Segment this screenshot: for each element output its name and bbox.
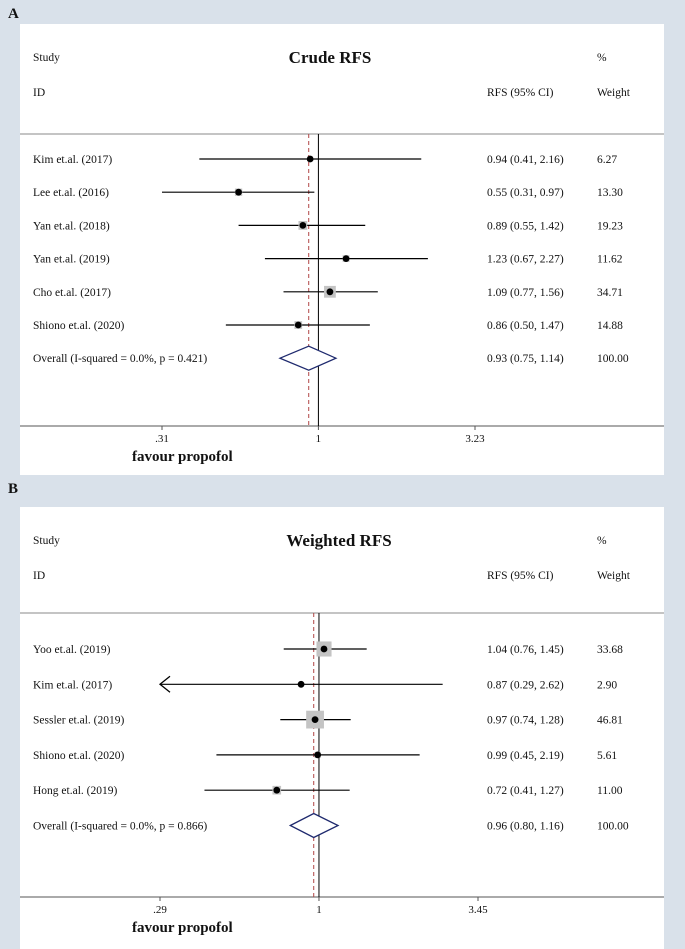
weight-text: 11.00 <box>597 785 623 797</box>
weight-text: 46.81 <box>597 715 623 727</box>
study-label: Shiono et.al. (2020) <box>33 750 125 762</box>
weight-text: 34.71 <box>597 287 623 299</box>
point-estimate <box>294 321 302 329</box>
overall-label: Overall (I-squared = 0.0%, p = 0.421) <box>33 353 207 365</box>
x-tick-label: 3.45 <box>468 904 488 916</box>
study-label: Kim et.al. (2017) <box>33 154 112 166</box>
panel-a-letter: A <box>8 6 19 22</box>
study-label: Cho et.al. (2017) <box>33 287 111 299</box>
weight-text: 2.90 <box>597 679 617 691</box>
ci-text: 1.23 (0.67, 2.27) <box>487 254 564 266</box>
study-label: Kim et.al. (2017) <box>33 679 112 691</box>
overall-ci-text: 0.96 (0.80, 1.16) <box>487 821 564 833</box>
point-estimate <box>299 222 307 229</box>
weight-text: 19.23 <box>597 220 623 232</box>
weight-text: 6.27 <box>597 154 617 166</box>
plot-area-b <box>20 507 664 949</box>
overall-weight-text: 100.00 <box>597 353 629 365</box>
chart-title: Crude RFS <box>289 48 372 67</box>
header-id: ID <box>33 570 45 582</box>
x-tick-label: 1 <box>316 904 322 916</box>
x-tick-label: 3.23 <box>465 433 485 445</box>
ci-text: 0.86 (0.50, 1.47) <box>487 320 564 332</box>
ci-text: 0.99 (0.45, 2.19) <box>487 750 564 762</box>
plot-area-a <box>20 24 664 475</box>
study-label: Lee et.al. (2016) <box>33 187 109 199</box>
overall-label: Overall (I-squared = 0.0%, p = 0.866) <box>33 821 207 833</box>
study-label: Sessler et.al. (2019) <box>33 715 125 727</box>
study-label: Shiono et.al. (2020) <box>33 320 125 332</box>
ci-text: 0.72 (0.41, 1.27) <box>487 785 564 797</box>
header-percent: % <box>597 535 607 547</box>
overall-diamond <box>288 812 340 839</box>
ci-text: 0.55 (0.31, 0.97) <box>487 187 564 199</box>
ci-text: 0.97 (0.74, 1.28) <box>487 715 564 727</box>
weight-text: 11.62 <box>597 254 623 266</box>
ci-text: 1.09 (0.77, 1.56) <box>487 287 564 299</box>
x-tick-label: 1 <box>316 433 322 445</box>
header-study: Study <box>33 52 60 64</box>
point-estimate <box>320 645 328 653</box>
overall-ci-text: 0.93 (0.75, 1.14) <box>487 353 564 365</box>
panel-b-letter: B <box>8 481 19 497</box>
chart-title: Weighted RFS <box>286 531 391 550</box>
point-estimate <box>311 716 319 723</box>
ci-text: 0.89 (0.55, 1.42) <box>487 220 564 232</box>
header-estimate: RFS (95% CI) <box>487 570 554 582</box>
header-percent: % <box>597 52 607 64</box>
point-estimate <box>314 751 322 759</box>
header-study: Study <box>33 535 60 547</box>
header-id: ID <box>33 87 45 99</box>
favour-label: favour propofol <box>132 920 233 936</box>
weight-text: 33.68 <box>597 644 623 656</box>
weight-text: 5.61 <box>597 750 617 762</box>
point-estimate <box>235 188 242 196</box>
study-label: Yan et.al. (2018) <box>33 220 110 232</box>
weight-text: 14.88 <box>597 320 623 332</box>
header-estimate: RFS (95% CI) <box>487 87 554 99</box>
point-estimate <box>306 155 314 163</box>
weight-text: 13.30 <box>597 187 623 199</box>
study-label: Yoo et.al. (2019) <box>33 644 111 656</box>
study-label: Yan et.al. (2019) <box>33 254 110 266</box>
point-estimate <box>297 680 305 688</box>
study-label: Hong et.al. (2019) <box>33 785 117 797</box>
x-tick-label: .29 <box>153 904 167 916</box>
forest-plot-a: Study ID Crude RFS % RFS (95% CI) Weight Kim e… <box>20 24 664 475</box>
favour-label: favour propofol <box>132 449 233 465</box>
ci-text: 1.04 (0.76, 1.45) <box>487 644 564 656</box>
x-tick-label: .31 <box>155 433 169 445</box>
overall-diamond <box>278 345 338 371</box>
overall-weight-text: 100.00 <box>597 821 629 833</box>
header-weight: Weight <box>597 570 631 582</box>
header-weight: Weight <box>597 87 631 99</box>
point-estimate <box>326 288 334 296</box>
point-estimate <box>273 786 281 794</box>
ci-text: 0.94 (0.41, 2.16) <box>487 154 564 166</box>
ci-text: 0.87 (0.29, 2.62) <box>487 679 564 691</box>
point-estimate <box>342 255 350 262</box>
